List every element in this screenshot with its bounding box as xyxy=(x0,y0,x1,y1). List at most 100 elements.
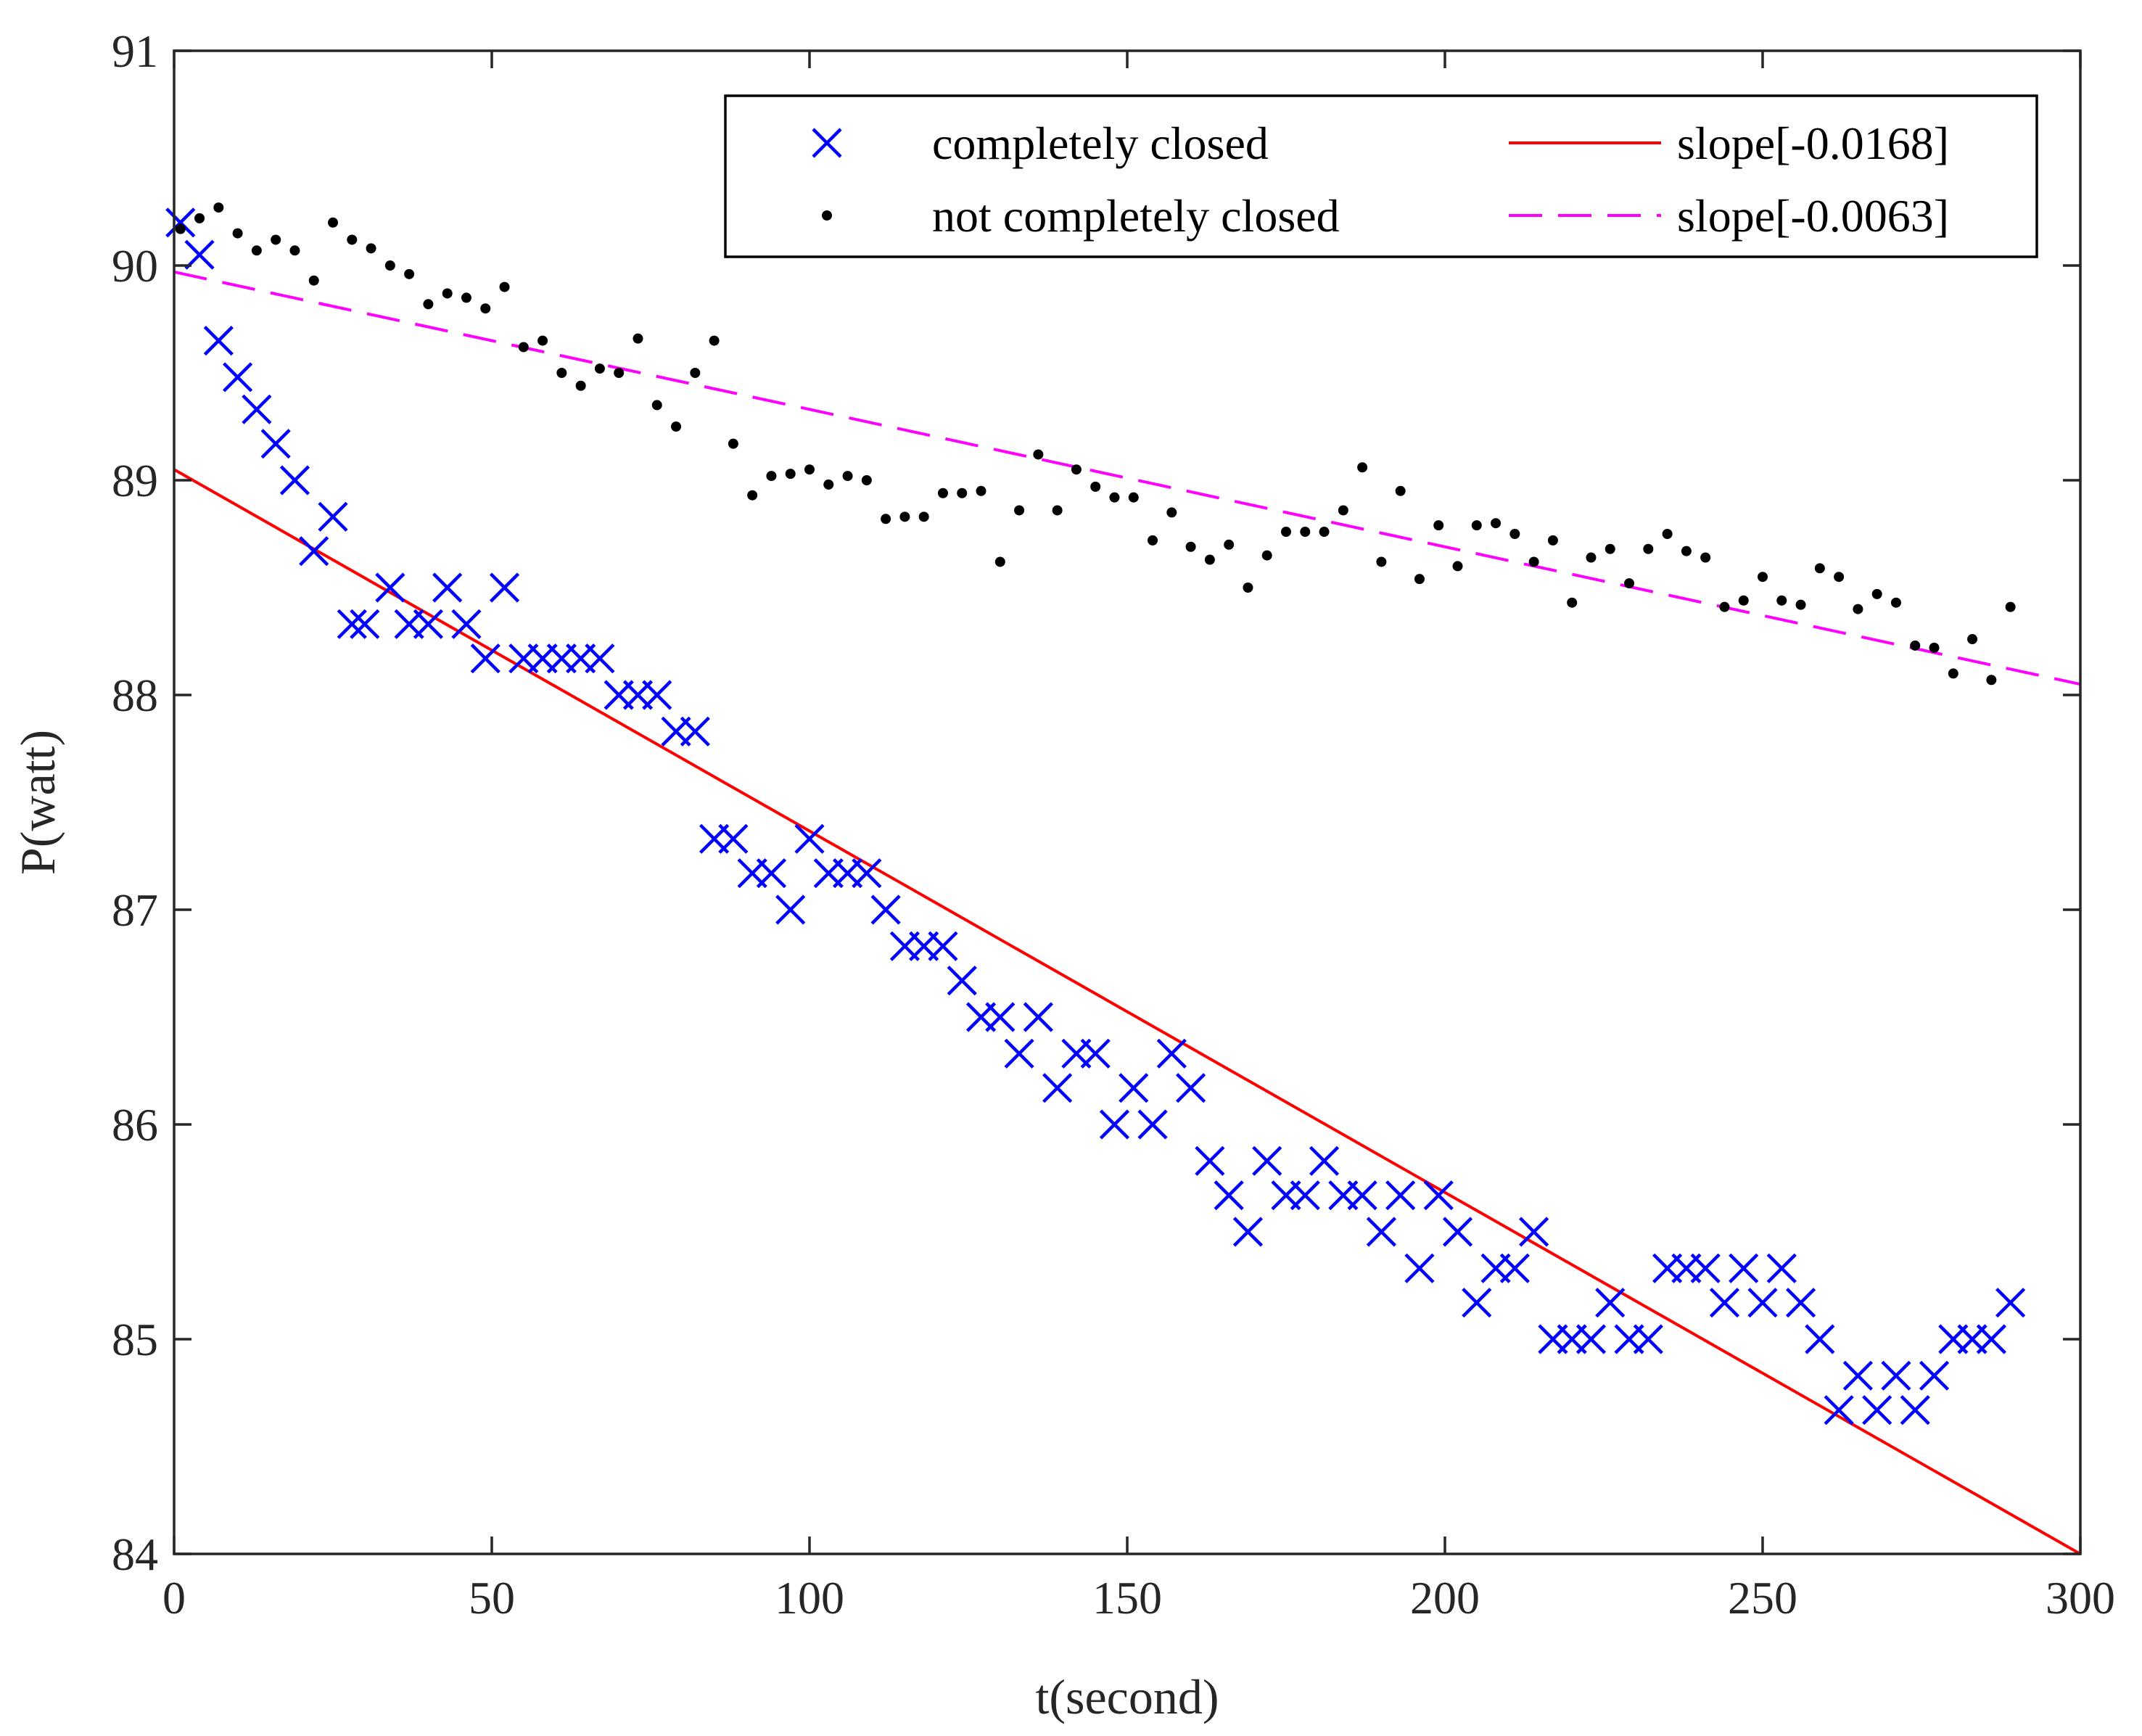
data-point-x xyxy=(489,572,520,603)
data-point-dot xyxy=(308,275,319,286)
legend-entry: not completely closed xyxy=(822,190,1340,242)
data-point-x xyxy=(1805,1324,1835,1354)
data-point-x xyxy=(350,609,380,639)
data-point-dot xyxy=(1967,634,1978,645)
data-point-dot xyxy=(1128,492,1139,503)
data-point-dot xyxy=(499,281,510,292)
data-point-dot xyxy=(175,223,186,234)
y-tick-label: 86 xyxy=(112,1099,158,1151)
data-point-x xyxy=(1747,1288,1778,1318)
data-point-dot xyxy=(1776,595,1787,606)
data-point-x xyxy=(1519,1217,1549,1247)
data-point-dot xyxy=(1052,505,1063,516)
data-point-dot xyxy=(690,368,701,378)
legend-marker-x xyxy=(812,128,842,158)
data-point-x xyxy=(1995,1288,2026,1318)
data-point-x xyxy=(1575,1324,1607,1354)
data-point-dot xyxy=(480,303,491,314)
y-tick-label: 87 xyxy=(112,884,158,936)
data-point-dot xyxy=(1033,449,1044,460)
data-point-x xyxy=(260,429,291,459)
data-point-x xyxy=(1729,1253,1759,1283)
legend-box xyxy=(724,94,2038,258)
data-point-x xyxy=(1595,1288,1626,1318)
data-point-x xyxy=(184,239,215,270)
data-point-dot xyxy=(1662,529,1673,539)
data-point-dot xyxy=(575,380,586,391)
data-point-dot xyxy=(328,217,338,228)
data-point-dot xyxy=(651,400,662,411)
y-tick-label: 91 xyxy=(112,25,158,77)
data-point-dot xyxy=(1986,675,1997,686)
data-point-dot xyxy=(1090,481,1101,492)
data-point-dot xyxy=(1948,668,1958,679)
data-point-x xyxy=(1252,1145,1282,1176)
data-point-x xyxy=(279,465,310,495)
data-point-x xyxy=(1404,1253,1435,1283)
data-point-dot xyxy=(937,488,948,498)
data-point-x xyxy=(432,572,463,603)
data-point-dot xyxy=(1376,556,1387,567)
data-point-dot xyxy=(213,202,224,213)
data-point-x xyxy=(1195,1145,1225,1176)
data-point-dot xyxy=(614,368,625,378)
legend: completely closed not completely closed sl… xyxy=(724,94,2038,258)
plot-area xyxy=(165,202,2080,1554)
data-point-dot xyxy=(194,213,205,223)
data-point-x xyxy=(1099,1109,1130,1140)
data-point-dot xyxy=(271,234,281,245)
data-point-dot xyxy=(1814,563,1825,574)
data-point-x xyxy=(680,716,710,746)
data-point-x xyxy=(203,326,234,356)
data-point-x xyxy=(1385,1180,1416,1211)
data-point-dot xyxy=(994,556,1005,567)
data-point-dot xyxy=(1243,583,1253,593)
data-point-x xyxy=(1290,1180,1320,1211)
y-tick-label: 90 xyxy=(112,240,158,292)
data-point-x xyxy=(1156,1038,1187,1069)
data-point-dot xyxy=(747,490,758,501)
data-point-dot xyxy=(1624,578,1635,589)
data-point-dot xyxy=(709,335,720,346)
data-point-x xyxy=(1900,1395,1930,1426)
data-point-dot xyxy=(1586,552,1597,563)
data-point-x xyxy=(1309,1145,1340,1176)
data-point-x xyxy=(585,643,615,674)
data-point-dot xyxy=(957,488,968,498)
data-point-dot xyxy=(1281,527,1291,538)
x-tick-label: 150 xyxy=(1092,1572,1162,1624)
data-point-dot xyxy=(1433,520,1444,531)
data-point-dot xyxy=(899,511,910,522)
x-tick-label: 300 xyxy=(2046,1572,2115,1624)
data-point-dot xyxy=(1547,535,1558,546)
y-axis-title: P(watt) xyxy=(10,730,65,875)
data-point-dot xyxy=(1414,574,1425,585)
data-point-dot xyxy=(1452,561,1463,572)
data-point-x xyxy=(1462,1288,1492,1318)
data-point-x xyxy=(165,207,196,238)
data-point-dot xyxy=(1148,535,1158,546)
data-point-dot xyxy=(1204,554,1215,565)
legend-label: slope[-0.0063] xyxy=(1677,190,1949,242)
legend-entry: slope[-0.0063] xyxy=(1509,190,1949,242)
data-point-x xyxy=(1690,1253,1721,1283)
data-point-x xyxy=(1214,1180,1244,1211)
data-point-dot xyxy=(728,438,738,449)
data-point-dot xyxy=(1071,464,1082,475)
data-point-x xyxy=(1119,1073,1149,1103)
data-point-x xyxy=(985,1002,1016,1032)
data-point-dot xyxy=(1681,546,1692,556)
data-point-x xyxy=(299,536,329,567)
legend-label: slope[-0.0168] xyxy=(1677,118,1949,169)
data-point-dot xyxy=(1338,505,1348,516)
data-point-x xyxy=(775,894,806,925)
data-point-dot xyxy=(671,421,682,432)
data-point-x xyxy=(451,609,482,639)
data-point-dot xyxy=(1738,595,1749,606)
axes: 0 50 100 150 200 250 300 84 85 86 87 88 89 90 91 xyxy=(112,25,2115,1624)
data-point-x xyxy=(223,362,253,392)
x-tick-label: 0 xyxy=(162,1572,186,1624)
legend-entry: slope[-0.0168] xyxy=(1509,118,1949,169)
y-tick-label: 84 xyxy=(112,1529,158,1580)
